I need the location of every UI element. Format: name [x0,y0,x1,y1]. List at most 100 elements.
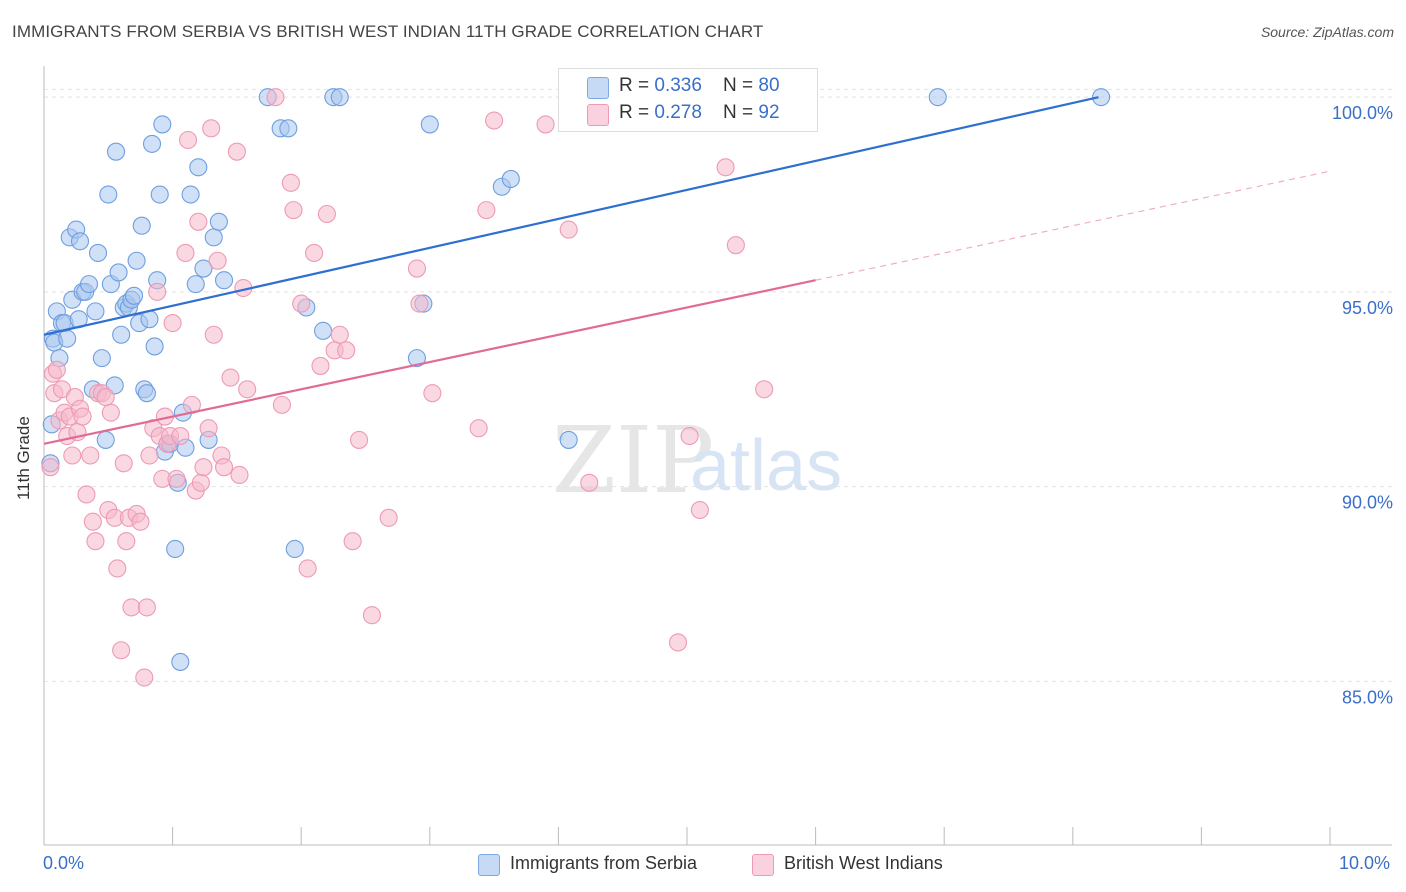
legend-swatch-bwi [587,104,609,126]
serbia-point [314,321,333,340]
bwi-point [407,259,426,278]
legend-n-label: N = [723,102,759,123]
correlation-legend: R = 0.336 N = 80 R = 0.278 N = 92 [558,68,818,132]
bwi-point [163,314,182,333]
bwi-point [350,430,369,449]
bwi-point [281,173,300,192]
watermark-atlas: atlas [690,426,842,506]
bwi-point [292,294,311,313]
bwi-point [176,243,195,263]
bwi-trend-line [43,279,816,445]
bwi-point [199,419,218,438]
serbia-point [559,430,578,449]
bwi-point [227,142,246,161]
serbia-point [189,158,208,177]
serbia-point [330,88,349,107]
legend-r-label: R = [619,75,655,96]
bwi-point [77,485,96,504]
bwi-point [580,473,599,492]
legend-n-label: N = [723,75,759,96]
bwi-point [423,384,442,403]
bwi-point [204,325,223,344]
serbia-point [150,185,169,204]
bwi-point [343,532,362,551]
x-tick-min: 0.0% [43,853,85,873]
x-tick-max: 10.0% [1339,853,1391,873]
bwi-point [330,325,349,344]
legend-r-label: R = [619,102,655,123]
bwi-point [148,282,167,301]
serbia-point [166,539,185,559]
bwi-point [485,111,504,130]
bwi-point [680,426,699,446]
bwi-point [379,508,398,527]
legend-r-value: 0.336 [654,75,702,96]
bwi-point [117,532,136,551]
serbia-point [112,325,131,344]
serbia-point [106,142,126,161]
bwi-point [230,465,249,485]
bwi-point [362,606,381,625]
watermark-zip: ZIP [552,407,714,514]
bwi-point [410,294,429,313]
bwi-point [559,220,578,239]
bwi-point [83,512,102,531]
bwi-point [178,130,198,150]
serbia-point [407,349,426,368]
bwi-point [311,356,330,375]
bwi-point [536,115,555,134]
bwi-point [238,380,257,399]
legend-r-value: 0.278 [654,102,702,123]
legend-n-value: 92 [758,102,780,123]
serbia-point [209,212,228,231]
bwi-point [140,446,159,465]
bwi-point [477,201,496,220]
serbia-trend-line [43,96,1099,336]
bwi-point [221,368,240,387]
bwi-point [122,598,141,617]
bwi-point [272,395,291,414]
bottom-legend-label-bwi: British West Indians [784,853,943,873]
y-tick-label: 85.0% [1342,687,1393,707]
bwi-point [690,500,709,520]
legend-swatch-serbia [587,77,609,99]
bwi-point [137,598,156,617]
bwi-point [202,119,221,138]
bwi-point [317,204,336,224]
bwi-point [194,458,213,477]
bwi-point [284,201,303,220]
bwi-point [189,212,208,231]
bwi-point [214,458,234,477]
y-tick-label: 90.0% [1342,493,1393,513]
serbia-point [142,134,162,153]
bwi-point [41,458,60,477]
serbia-point [420,115,439,134]
serbia-point [186,275,205,294]
serbia-point [79,275,99,294]
bottom-legend-swatch-bwi [752,854,774,876]
bwi-point [298,559,317,578]
bwi-point [73,407,92,426]
bwi-point [86,532,105,551]
bwi-point [726,236,745,255]
serbia-point [58,329,77,348]
bwi-point [167,469,186,488]
bwi-point [305,243,324,263]
serbia-point [501,169,520,189]
serbia-point [109,263,128,282]
bottom-legend-label-serbia: Immigrants from Serbia [510,853,698,873]
serbia-point [194,259,213,278]
serbia-point [285,539,304,559]
serbia-point [171,652,190,671]
bwi-point [101,403,120,422]
chart-source: Source: ZipAtlas.com [1260,24,1394,40]
serbia-point [99,185,118,204]
serbia-point [137,384,156,403]
y-tick-label: 100.0% [1332,103,1393,123]
serbia-point [88,243,108,263]
bwi-point [469,419,488,438]
bwi-point [755,380,774,399]
bwi-point [191,473,210,492]
bwi-point [171,426,190,446]
